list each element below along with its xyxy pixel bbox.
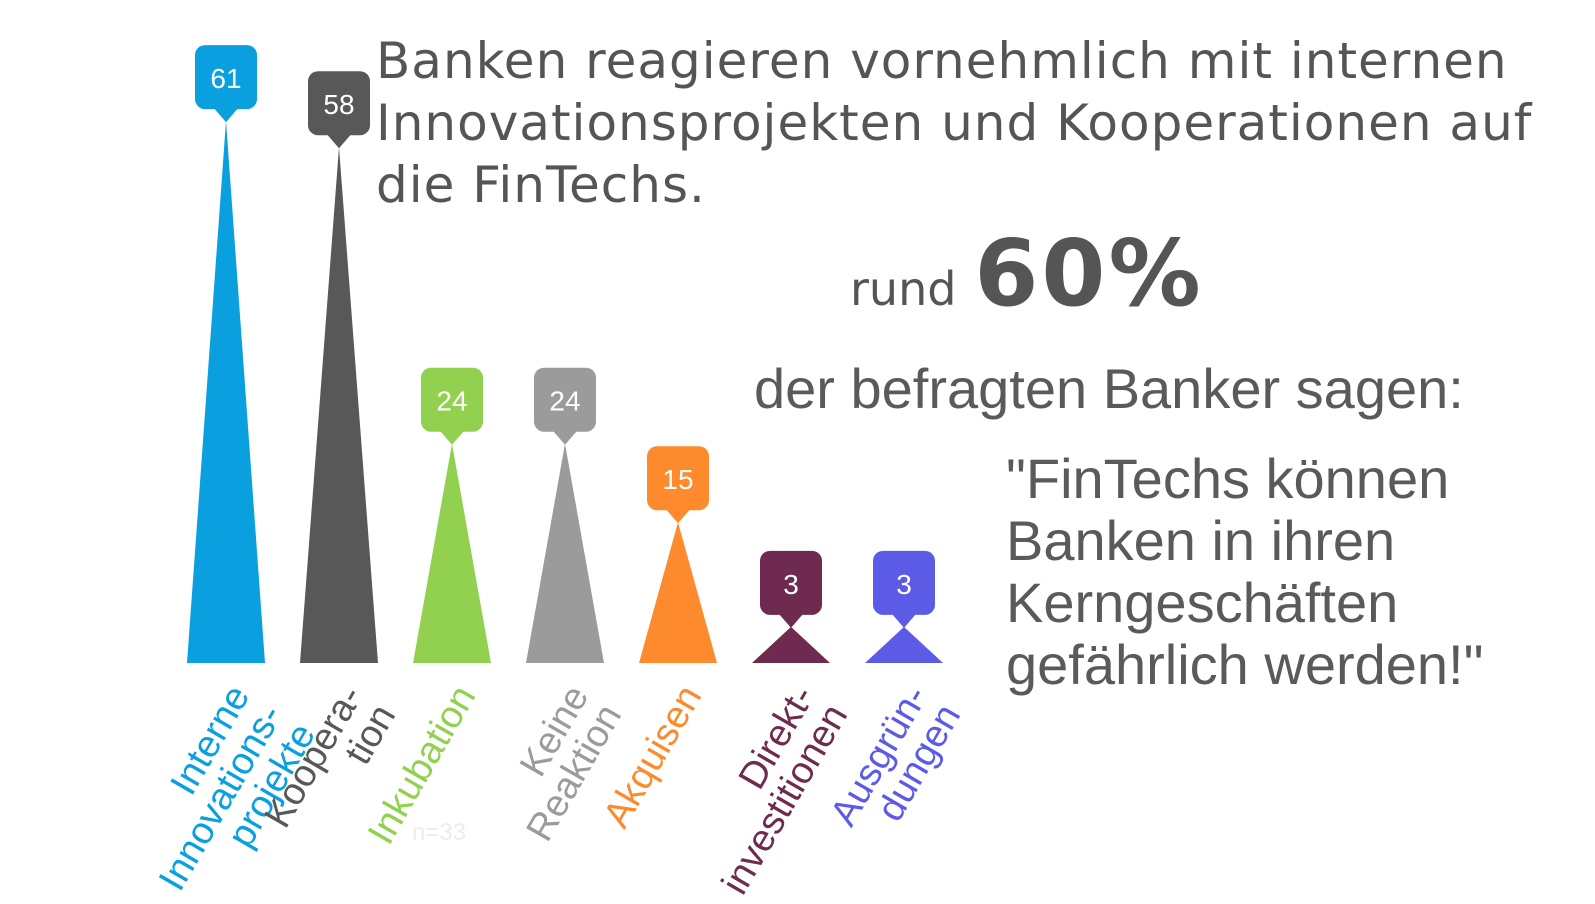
bar-6 xyxy=(865,626,943,663)
bar-4 xyxy=(639,522,717,663)
bar-0 xyxy=(187,121,265,663)
stat-value: 60% xyxy=(974,220,1204,327)
bar-2 xyxy=(413,443,491,663)
stat-subtitle: der befragten Banker sagen: xyxy=(754,357,1464,420)
category-label-5: Direkt-investitionen xyxy=(714,679,856,902)
value-label-5: 3 xyxy=(783,569,799,600)
value-marker-0 xyxy=(195,45,257,110)
bar-3 xyxy=(526,443,604,663)
value-label-1: 58 xyxy=(323,89,354,120)
value-marker-6 xyxy=(873,550,935,615)
category-label-6: Ausgrün-dungen xyxy=(823,679,969,834)
value-marker-1 xyxy=(308,71,370,136)
value-marker-pointer-6 xyxy=(891,612,917,628)
value-marker-pointer-1 xyxy=(326,133,352,149)
value-label-6: 3 xyxy=(896,569,912,600)
category-label-4-line-0: Akquisen xyxy=(596,679,711,835)
value-marker-pointer-0 xyxy=(213,107,239,123)
value-marker-pointer-4 xyxy=(665,508,691,524)
value-label-2: 24 xyxy=(436,386,467,417)
value-label-3: 24 xyxy=(549,386,580,417)
value-marker-3 xyxy=(534,367,596,432)
category-label-4: Akquisen xyxy=(596,679,711,835)
bar-5 xyxy=(752,626,830,663)
bar-1 xyxy=(300,147,378,664)
stat-prefix: rund xyxy=(850,262,957,316)
value-marker-4 xyxy=(647,446,709,511)
value-marker-pointer-3 xyxy=(552,429,578,445)
stat-line: rund 60% xyxy=(850,220,1204,327)
stat-quote: "FinTechs können Banken in ihren Kernges… xyxy=(1006,447,1484,696)
value-marker-pointer-2 xyxy=(439,429,465,445)
value-marker-2 xyxy=(421,367,483,432)
value-label-4: 15 xyxy=(662,464,693,495)
sample-size-note: n=33 xyxy=(412,819,466,846)
value-marker-pointer-5 xyxy=(778,612,804,628)
value-marker-5 xyxy=(760,550,822,615)
value-label-0: 61 xyxy=(210,63,241,94)
page-headline: Banken reagieren vornehmlich mit interne… xyxy=(376,32,1533,214)
